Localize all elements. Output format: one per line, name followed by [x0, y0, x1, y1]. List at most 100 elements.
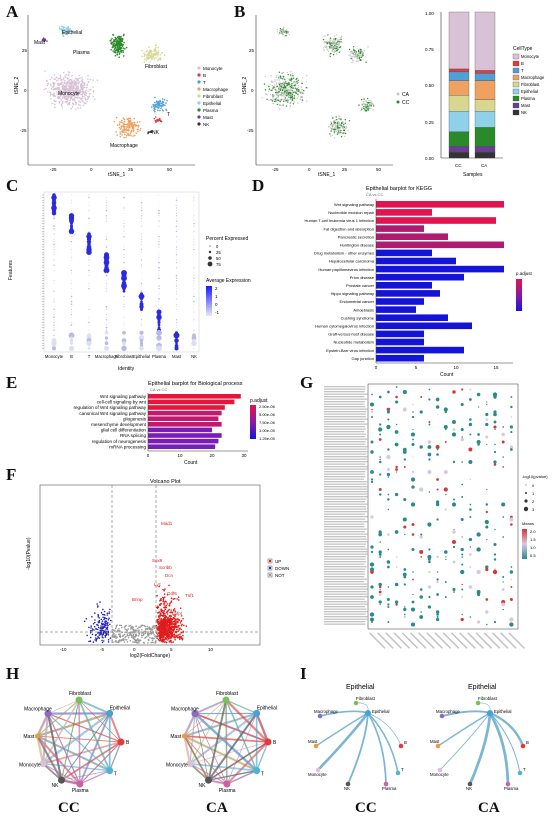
- tsne-point: [288, 93, 289, 94]
- dot: [158, 215, 159, 216]
- legend-swatch: [513, 61, 519, 66]
- tsne-point: [344, 132, 345, 133]
- interaction-dot: [476, 532, 480, 536]
- dot: [141, 283, 142, 284]
- tsne-point: [368, 105, 369, 106]
- tsne-point: [298, 89, 299, 90]
- interaction-dot: [419, 595, 423, 599]
- legend-label: Monocyte: [203, 66, 223, 71]
- dot: [71, 314, 72, 315]
- tsne-point: [155, 44, 157, 46]
- volcano-gene-label: Sox9: [152, 558, 163, 563]
- tsne-point: [337, 134, 338, 135]
- volcano-point: [181, 625, 183, 627]
- volcano-point: [173, 641, 175, 643]
- pair-label-placeholder: [324, 421, 365, 422]
- tsne-point: [162, 103, 164, 105]
- dot: [158, 210, 160, 212]
- volcano-point: [142, 635, 144, 637]
- dot: [88, 257, 89, 258]
- dot: [193, 319, 195, 321]
- interaction-dot: [387, 468, 390, 471]
- tsne-point: [273, 81, 274, 82]
- dot: [89, 226, 90, 227]
- tsne-point: [60, 76, 62, 78]
- tsne-point: [292, 86, 293, 87]
- network-node-label: NK: [52, 783, 60, 789]
- tsne-point: [297, 102, 298, 103]
- tsne-point: [118, 42, 120, 44]
- dot: [53, 301, 55, 303]
- volcano-point: [141, 629, 143, 631]
- dot: [176, 293, 177, 294]
- interaction-dot: [468, 460, 472, 464]
- network-node-label: B: [273, 740, 277, 746]
- interaction-dot: [486, 404, 487, 405]
- interaction-dot: [486, 539, 487, 540]
- interaction-dot: [445, 559, 446, 560]
- legend-swatch: [513, 82, 519, 87]
- dot: [176, 218, 177, 219]
- panel-h-caption-cc: CC: [58, 800, 80, 817]
- tsne-point: [68, 74, 70, 76]
- tsne-point: [288, 87, 289, 88]
- pair-label-placeholder: [324, 499, 366, 500]
- bp-term-label: canonical Wnt signaling pathway: [79, 411, 146, 416]
- tsne-point: [348, 55, 349, 56]
- tsne-point: [349, 120, 350, 121]
- p-legend-dot: [526, 485, 527, 486]
- dot: [141, 207, 142, 208]
- x-tick-label: NK: [191, 354, 197, 359]
- interaction-dot: [436, 453, 439, 456]
- dot: [139, 331, 143, 335]
- dot: [71, 210, 72, 211]
- volcano-point: [133, 629, 135, 631]
- tsne-point: [154, 111, 156, 113]
- pair-label-placeholder: [324, 391, 365, 392]
- bar-legend-title: CellType: [513, 46, 533, 52]
- tsne-point: [127, 124, 129, 126]
- dot: [71, 317, 72, 318]
- kegg-bar: [376, 282, 432, 289]
- volcano-point: [176, 626, 178, 628]
- kegg-bar: [376, 290, 440, 297]
- tsne-point: [268, 100, 269, 101]
- volcano-point: [171, 642, 173, 644]
- pair-col-placeholder: [426, 632, 443, 649]
- dot: [176, 205, 178, 207]
- panel-a-xlabel: tSNE_1: [108, 172, 125, 178]
- tsne-point: [289, 106, 290, 107]
- tsne-point: [60, 75, 62, 77]
- volcano-point: [104, 617, 106, 619]
- tsne-point: [275, 92, 276, 93]
- tsne-point: [303, 90, 304, 91]
- volcano-point: [163, 619, 165, 621]
- network-node: [58, 777, 65, 784]
- tsne-point: [334, 50, 335, 51]
- tsne-point: [330, 38, 331, 39]
- tsne-point: [367, 98, 368, 99]
- kegg-xtick: 10: [453, 365, 459, 370]
- bp-bar: [148, 439, 218, 444]
- interaction-dot: [453, 546, 455, 548]
- dot: [140, 308, 143, 311]
- interaction-dot: [387, 391, 390, 394]
- volcano-point: [118, 628, 120, 630]
- dot: [176, 288, 177, 289]
- dot: [176, 220, 178, 222]
- volcano-point: [167, 639, 169, 641]
- volcano-point: [160, 629, 162, 631]
- pair-col-placeholder: [467, 632, 484, 649]
- dot: [88, 272, 89, 273]
- bp-term-label: Wnt signaling pathway: [100, 394, 147, 399]
- volcano-point: [170, 612, 172, 614]
- tsne-point: [283, 76, 284, 77]
- interaction-dot: [371, 409, 373, 411]
- legend-label: Epithelial: [521, 89, 538, 94]
- interaction-dot: [461, 388, 463, 390]
- volcano-point: [174, 639, 176, 641]
- tsne-point: [331, 123, 332, 124]
- tsne-point: [113, 121, 115, 123]
- volcano-point: [115, 628, 117, 630]
- tsne-point: [372, 109, 373, 110]
